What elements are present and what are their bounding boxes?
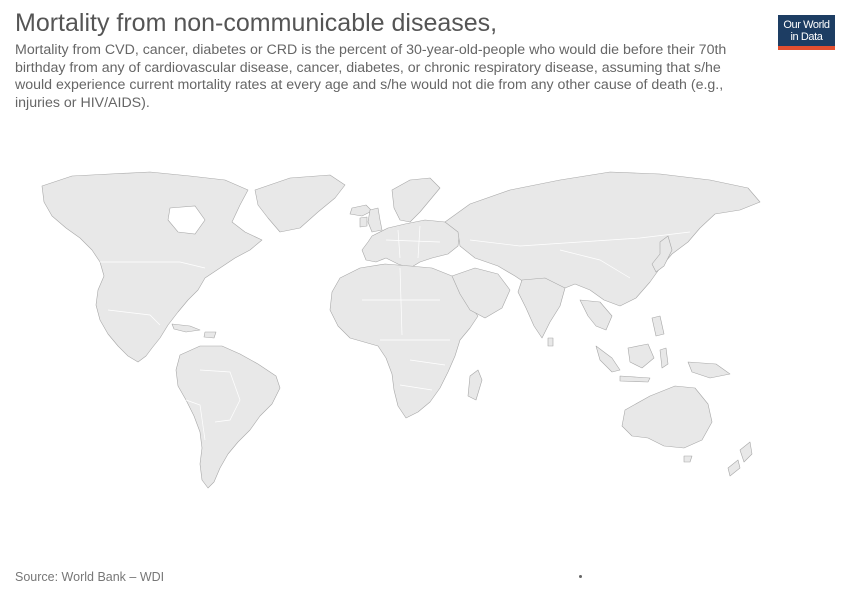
region-iceland[interactable] <box>349 204 373 217</box>
region-hispaniola[interactable] <box>203 331 217 339</box>
region-java[interactable] <box>619 375 651 383</box>
border-us-canada <box>100 261 206 269</box>
region-sri-lanka[interactable] <box>547 337 554 347</box>
region-scandinavia[interactable] <box>391 177 441 223</box>
region-south-america[interactable] <box>175 345 281 489</box>
region-australia[interactable] <box>621 385 713 449</box>
region-ireland[interactable] <box>359 216 368 228</box>
region-india[interactable] <box>517 277 566 339</box>
region-arabia[interactable] <box>451 267 511 319</box>
region-madagascar[interactable] <box>467 369 483 401</box>
region-tasmania[interactable] <box>683 455 693 463</box>
region-new-guinea[interactable] <box>687 361 731 379</box>
region-cuba[interactable] <box>171 323 201 333</box>
chart-title: Mortality from non-communicable diseases… <box>15 9 498 37</box>
logo-line-1: Our World <box>783 18 830 31</box>
region-greenland[interactable] <box>254 174 346 233</box>
border-brazil <box>199 369 241 423</box>
owid-logo[interactable]: Our World in Data <box>778 15 835 50</box>
region-japan[interactable] <box>651 235 673 273</box>
region-philippines[interactable] <box>651 315 665 337</box>
border-andes <box>185 399 206 441</box>
region-africa[interactable] <box>329 263 479 419</box>
timeline-dot[interactable] <box>579 575 582 578</box>
region-sumatra[interactable] <box>595 345 621 373</box>
border-russia <box>469 231 691 247</box>
border-europe-internal <box>385 225 441 259</box>
border-us-mexico <box>107 309 161 326</box>
region-borneo[interactable] <box>627 343 655 369</box>
chart-subtitle: Mortality from CVD, cancer, diabetes or … <box>15 42 727 111</box>
region-asia[interactable] <box>444 171 761 307</box>
region-sulawesi[interactable] <box>659 347 669 369</box>
region-europe[interactable] <box>361 219 461 269</box>
region-southeast-asia[interactable] <box>579 299 613 331</box>
source-note: Source: World Bank – WDI <box>15 570 165 584</box>
border-china <box>559 249 631 279</box>
region-new-zealand[interactable] <box>727 441 753 477</box>
region-north-america[interactable] <box>41 171 263 363</box>
region-uk[interactable] <box>367 207 383 233</box>
logo-line-2: in Data <box>790 30 823 43</box>
border-africa-internal <box>362 267 450 391</box>
world-map[interactable] <box>0 150 850 490</box>
